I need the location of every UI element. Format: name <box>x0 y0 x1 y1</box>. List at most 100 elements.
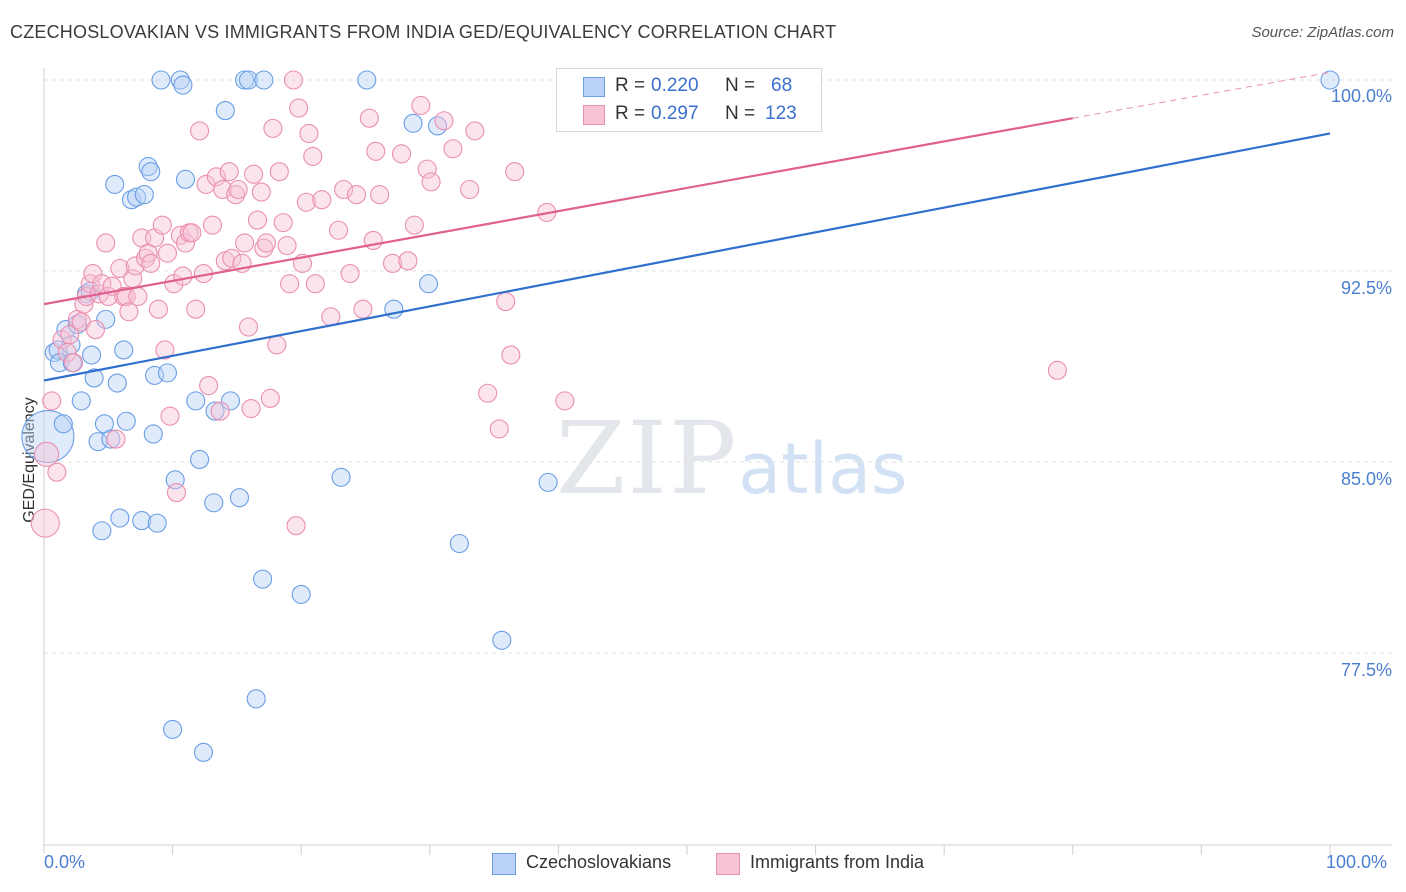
point-czechoslovakian <box>173 75 193 95</box>
point-india <box>283 70 304 90</box>
legend-label: Immigrants from India <box>750 852 925 872</box>
point-czechoslovakian <box>427 116 448 136</box>
point-india <box>353 299 373 319</box>
point-czechoslovakian <box>21 409 75 464</box>
point-india <box>496 292 516 312</box>
point-india <box>404 215 424 235</box>
point-czechoslovakian <box>105 174 125 194</box>
stats-row-czechoslovakians: R = 0.220 N = 68 <box>557 73 821 101</box>
point-india <box>286 516 306 536</box>
point-india <box>398 251 418 271</box>
point-czechoslovakian <box>132 511 152 531</box>
point-czechoslovakian <box>331 467 351 487</box>
point-india <box>136 248 156 268</box>
point-india <box>116 286 136 307</box>
point-india <box>417 159 437 179</box>
point-india <box>235 233 255 253</box>
point-india <box>411 95 431 116</box>
point-india <box>273 213 293 233</box>
r-label: R = <box>615 75 646 96</box>
point-india <box>96 233 116 253</box>
point-czechoslovakian <box>246 689 266 709</box>
y-tick-label: 77.5% <box>1340 660 1392 680</box>
y-tick-label: 92.5% <box>1340 278 1392 298</box>
source-label: Source: ZipAtlas.com <box>1251 24 1394 41</box>
point-india <box>251 182 271 202</box>
point-india <box>299 123 319 144</box>
point-czechoslovakian <box>138 157 158 177</box>
point-india <box>421 172 441 192</box>
point-india <box>119 302 139 322</box>
point-india <box>289 98 309 118</box>
point-india <box>106 429 126 449</box>
point-india <box>489 419 509 439</box>
point-india <box>155 340 175 360</box>
point-czechoslovakian <box>538 472 558 492</box>
stats-swatch-pink <box>583 105 605 125</box>
point-india <box>460 179 480 200</box>
point-india <box>141 253 161 273</box>
point-india <box>260 388 280 408</box>
point-india <box>505 162 525 182</box>
point-india <box>303 146 323 166</box>
point-czechoslovakian <box>205 401 225 421</box>
point-czechoslovakian <box>175 169 196 189</box>
point-india <box>85 320 105 340</box>
point-india <box>42 391 62 411</box>
r-value: 0.220 <box>651 75 699 96</box>
point-czechoslovakian <box>204 493 224 513</box>
point-india <box>60 325 80 345</box>
point-india <box>247 210 268 230</box>
point-india <box>501 345 521 365</box>
point-czechoslovakian <box>229 488 250 508</box>
point-india <box>199 376 219 396</box>
point-czechoslovakian <box>134 185 154 205</box>
point-india <box>238 317 259 337</box>
point-india <box>173 266 193 286</box>
point-czechoslovakian <box>143 424 163 444</box>
point-india <box>1047 360 1067 380</box>
point-india <box>478 383 498 403</box>
legend: Czechoslovakians Immigrants from India <box>0 851 1406 879</box>
x-tick-label-min: 0.0% <box>44 852 86 872</box>
point-india <box>359 108 379 128</box>
point-india <box>296 192 316 212</box>
point-czechoslovakian <box>215 101 235 121</box>
n-value: 68 <box>771 75 793 96</box>
point-india <box>202 215 223 235</box>
point-czechoslovakian <box>403 113 423 133</box>
point-india <box>305 274 325 294</box>
point-czechoslovakian <box>110 508 130 528</box>
point-india <box>366 141 386 161</box>
point-czechoslovakian <box>92 521 112 541</box>
watermark: ZIPatlas <box>556 400 907 517</box>
y-tick-label: 100.0% <box>1330 86 1392 106</box>
point-india <box>47 462 67 482</box>
point-czechoslovakian <box>121 190 141 210</box>
point-india <box>555 391 575 411</box>
n-label: N = <box>725 103 756 124</box>
point-india <box>213 179 233 200</box>
trendline-india-extension <box>1072 71 1331 119</box>
point-india <box>186 299 206 319</box>
point-czechoslovakian <box>291 584 311 604</box>
stats-swatch-blue <box>583 77 605 97</box>
trendline-india <box>43 117 1073 306</box>
point-czechoslovakian <box>116 411 136 431</box>
legend-label: Czechoslovakians <box>526 852 672 872</box>
point-india <box>254 238 274 258</box>
point-india <box>269 162 289 182</box>
point-india <box>128 286 148 307</box>
n-value: 123 <box>765 103 797 124</box>
legend-swatch-pink <box>716 853 740 875</box>
point-india <box>434 111 454 131</box>
point-czechoslovakian <box>418 274 439 294</box>
point-india <box>226 185 246 205</box>
point-czechoslovakian <box>238 70 259 90</box>
x-tick-label-max: 100.0% <box>1326 852 1388 872</box>
point-india <box>148 299 169 319</box>
r-label: R = <box>615 103 646 124</box>
point-india <box>328 220 349 240</box>
point-czechoslovakian <box>101 429 121 449</box>
point-india <box>166 483 187 503</box>
